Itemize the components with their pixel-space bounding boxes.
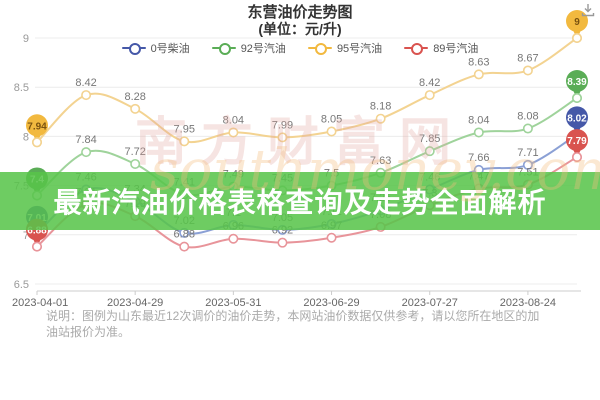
data-point-95号汽油 [375, 113, 386, 124]
data-point-89号汽油 [228, 233, 239, 244]
value-badge-92号汽油 [566, 70, 588, 93]
data-point-92号汽油 [130, 158, 141, 169]
chart-legend: 0号柴油 92号汽油 95号汽油 89号汽油 [0, 40, 600, 56]
x-axis-tick-label: 2023-07-27 [402, 297, 458, 309]
badge-anchor-point-95号汽油 [571, 32, 582, 43]
value-badge-label-95号汽油: 9 [574, 17, 580, 28]
value-badge-label-89号汽油: 6.88 [27, 226, 47, 237]
y-axis-tick-label: 8 [23, 131, 29, 143]
data-point-label-95号汽油: 8.05 [321, 113, 342, 125]
data-point-label-95号汽油: 8.67 [517, 52, 538, 64]
y-axis-tick-label: 9 [23, 33, 29, 45]
data-point-95号汽油 [130, 103, 141, 114]
data-point-label-95号汽油: 8.28 [124, 91, 145, 103]
legend-label: 95号汽油 [336, 43, 383, 55]
data-point-label-95号汽油: 8.04 [223, 114, 244, 126]
data-point-95号汽油 [228, 127, 239, 138]
legend-label: 92号汽油 [240, 43, 286, 55]
x-axis-tick-label: 2023-06-29 [303, 297, 359, 309]
data-point-label-92号汽油: 7.72 [124, 146, 145, 158]
badge-anchor-point-89号汽油 [31, 241, 42, 252]
data-point-label-95号汽油: 8.42 [75, 77, 96, 89]
legend-item-89号汽油[interactable]: 89号汽油 [404, 40, 478, 56]
legend-line-marker-icon [307, 43, 332, 55]
data-point-95号汽油 [473, 69, 484, 80]
value-badge-89号汽油 [566, 129, 588, 152]
value-badge-0号柴油 [566, 106, 588, 129]
badge-anchor-point-92号汽油 [571, 93, 582, 104]
legend-label: 0号柴油 [150, 43, 190, 55]
data-point-95号汽油 [81, 90, 92, 101]
legend-item-95号汽油[interactable]: 95号汽油 [307, 40, 383, 56]
data-point-label-95号汽油: 8.42 [419, 77, 440, 89]
data-point-label-0号柴油: 7.71 [517, 147, 538, 159]
data-point-95号汽油 [179, 136, 190, 147]
value-badge-label-89号汽油: 7.79 [567, 136, 587, 147]
data-point-label-92号汽油: 7.84 [75, 134, 96, 146]
data-point-92号汽油 [424, 146, 435, 157]
data-point-label-95号汽油: 8.63 [468, 56, 489, 68]
legend-line-marker-icon [404, 43, 429, 55]
badge-anchor-point-89号汽油 [571, 152, 582, 163]
data-point-92号汽油 [522, 123, 533, 134]
data-point-label-95号汽油: 7.95 [174, 123, 195, 135]
y-axis-tick-label: 7 [23, 230, 29, 242]
data-point-95号汽油 [277, 132, 288, 143]
value-badge-label-95号汽油: 7.94 [27, 121, 47, 132]
y-axis-tick-label: 8.5 [14, 82, 29, 94]
chart-title: 东营油价走势图 (单位：元/升) [0, 4, 600, 37]
chart-title-unit: (单位：元/升) [258, 21, 342, 37]
data-point-89号汽油 [179, 241, 190, 252]
headline-banner: 最新汽油价格表格查询及走势全面解析 [0, 172, 600, 230]
data-point-label-92号汽油: 8.08 [517, 111, 538, 123]
data-point-95号汽油 [424, 90, 435, 101]
legend-line-marker-icon [211, 43, 236, 55]
data-point-89号汽油 [326, 232, 337, 243]
disclaimer-text: 说明：图例为山东最近12次调价的油价走势，本网站油价数据仅供参考，请以您所在地区… [46, 309, 540, 339]
data-point-95号汽油 [522, 65, 533, 76]
chart-title-line1: 东营油价走势图 [247, 4, 353, 21]
save-image-icon[interactable] [580, 2, 596, 18]
legend-item-0号柴油[interactable]: 0号柴油 [121, 40, 190, 56]
headline-banner-text: 最新汽油价格表格查询及走势全面解析 [53, 187, 547, 218]
badge-anchor-point-95号汽油 [31, 137, 42, 148]
value-badge-label-0号柴油: 8.02 [567, 113, 587, 124]
data-point-0号柴油 [522, 159, 533, 170]
data-point-label-95号汽油: 8.18 [370, 101, 391, 113]
data-point-label-89号汽油: 6.88 [174, 229, 195, 241]
data-point-89号汽油 [277, 237, 288, 248]
data-point-label-95号汽油: 7.99 [272, 119, 293, 131]
data-point-label-92号汽油: 7.63 [370, 155, 391, 167]
x-axis-tick-label: 2023-05-31 [205, 297, 261, 309]
y-axis-tick-label: 6.5 [14, 279, 29, 291]
data-point-92号汽油 [473, 127, 484, 138]
x-axis-tick-label: 2023-04-29 [107, 297, 163, 309]
legend-label: 89号汽油 [433, 43, 479, 55]
data-point-95号汽油 [326, 126, 337, 137]
value-badge-95号汽油 [26, 114, 48, 137]
data-point-label-92号汽油: 7.85 [419, 133, 440, 145]
legend-item-92号汽油[interactable]: 92号汽油 [211, 40, 286, 56]
data-point-92号汽油 [81, 147, 92, 158]
value-badge-label-92号汽油: 8.39 [567, 77, 587, 88]
data-point-label-0号柴油: 7.66 [468, 152, 489, 164]
x-axis-tick-label: 2023-08-24 [500, 297, 556, 309]
x-axis-tick-label: 2023-04-01 [12, 297, 68, 309]
data-point-label-92号汽油: 8.04 [468, 114, 489, 126]
legend-line-marker-icon [121, 43, 146, 55]
